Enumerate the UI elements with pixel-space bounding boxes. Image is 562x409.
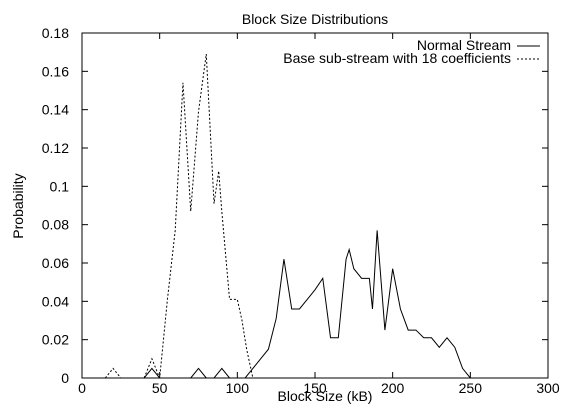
legend-label-normal-stream: Normal Stream <box>417 37 511 53</box>
plot-frame <box>81 32 549 379</box>
chart-title: Block Size Distributions <box>242 11 388 27</box>
y-tick-label: 0.16 <box>42 63 69 79</box>
x-tick-label: 200 <box>381 380 405 396</box>
x-axis-label: Block Size (kB) <box>278 388 373 404</box>
legend: Normal Stream Base sub-stream with 18 co… <box>283 37 540 66</box>
x-tick-label: 50 <box>152 380 168 396</box>
y-tick-label: 0.08 <box>42 217 69 233</box>
x-tick-label: 300 <box>536 380 560 396</box>
y-tick-label: 0 <box>61 370 69 386</box>
ticks-layer: 0 50 100 150 200 250 300 0 0.02 0.04 0.06 0.08 0.1 0.… <box>42 25 560 396</box>
y-axis-label: Probability <box>10 173 26 238</box>
y-tick-label: 0.1 <box>50 178 70 194</box>
x-tick-label: 0 <box>78 380 86 396</box>
series-line-normal-stream <box>82 230 548 379</box>
series-layer <box>82 54 548 379</box>
legend-label-base-substream: Base sub-stream with 18 coefficients <box>283 50 511 66</box>
y-tick-label: 0.12 <box>42 140 69 156</box>
series-line-base-substream <box>104 54 261 379</box>
y-tick-label: 0.06 <box>42 255 69 271</box>
y-tick-label: 0.14 <box>42 102 69 118</box>
y-tick-label: 0.18 <box>42 25 69 41</box>
x-tick-label: 100 <box>226 380 250 396</box>
x-tick-label: 150 <box>303 380 327 396</box>
y-tick-label: 0.04 <box>42 293 69 309</box>
x-tick-label: 250 <box>459 380 483 396</box>
y-tick-label: 0.02 <box>42 332 69 348</box>
